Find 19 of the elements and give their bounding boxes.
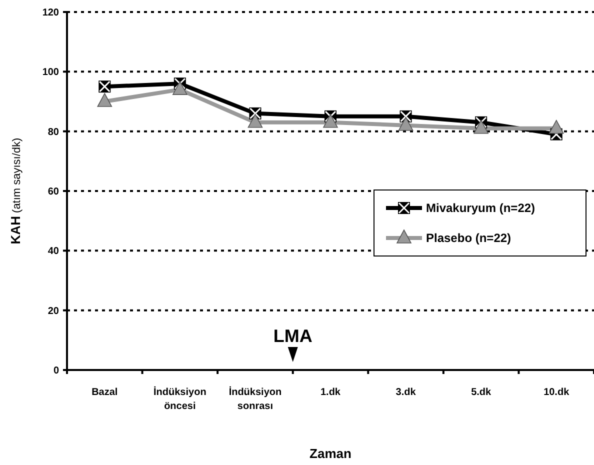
x-tick-label: İndüksiyon öncesi xyxy=(154,386,206,412)
x-tick-label: 3.dk xyxy=(396,387,416,398)
legend-label: Plasebo (n=22) xyxy=(426,231,512,246)
y-tick-label: 60 xyxy=(48,186,60,198)
x-tick-label: İndüksiyon sonrası xyxy=(228,386,282,412)
y-tick-label: 40 xyxy=(48,246,60,258)
x-axis-title: Zaman xyxy=(310,446,352,461)
y-tick-label: 80 xyxy=(48,126,60,138)
annotation: LMA xyxy=(273,326,312,346)
x-tick-label: 5.dk xyxy=(471,387,492,398)
y-axis-title: KAH (atım sayısı/dk) xyxy=(8,138,23,244)
y-tick-label: 20 xyxy=(48,306,60,317)
y-tick-label: 0 xyxy=(53,366,60,376)
y-tick-label: 100 xyxy=(42,67,60,78)
legend-label: Mivakuryum (n=22) xyxy=(426,201,536,216)
x-tick-label: Bazal xyxy=(92,387,118,398)
y-tick-label: 120 xyxy=(42,8,60,18)
x-tick-label: 1.dk xyxy=(320,387,341,398)
x-tick-label: 10.dk xyxy=(544,387,570,398)
